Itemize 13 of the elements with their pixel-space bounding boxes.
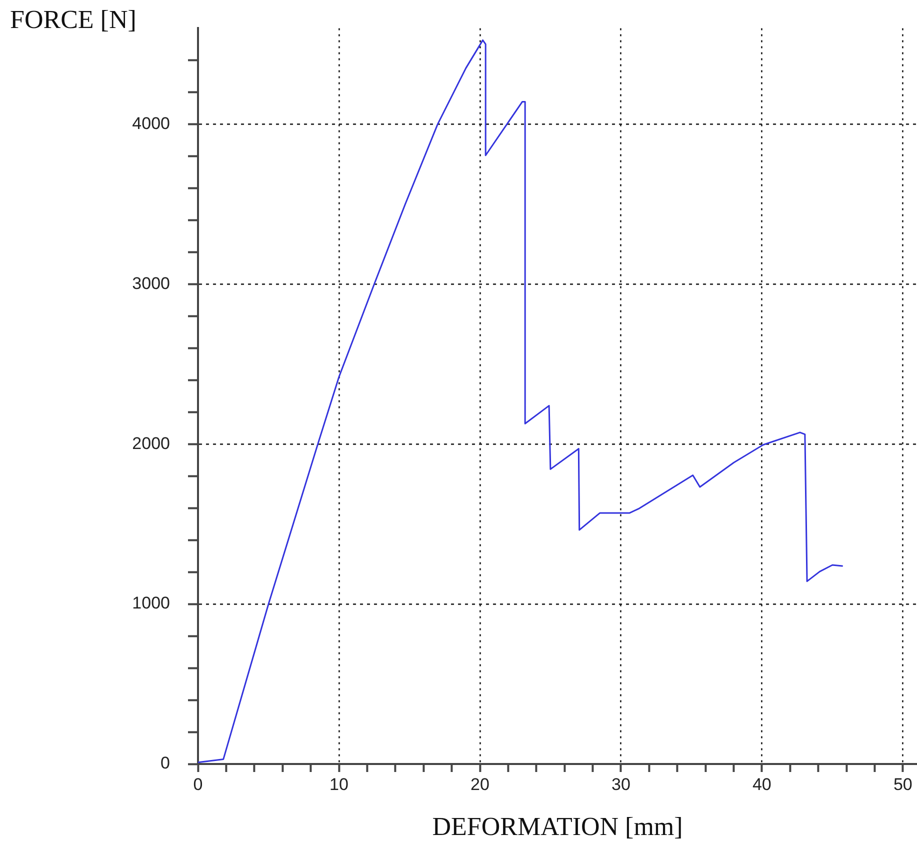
x-tick-label: 40	[752, 774, 772, 794]
x-tick-label: 20	[470, 774, 490, 794]
y-tick-label: 2000	[132, 434, 170, 453]
y-tick-label: 4000	[132, 114, 170, 133]
x-tick-label: 0	[193, 774, 203, 794]
x-tick-label: 30	[611, 774, 630, 794]
y-tick-label: 1000	[132, 594, 170, 613]
x-axis-title: DEFORMATION [mm]	[432, 812, 683, 842]
x-tick-label: 50	[893, 774, 912, 794]
y-axis-title: FORCE [N]	[10, 4, 136, 34]
x-tick-label: 10	[330, 774, 348, 794]
y-tick-label: 0	[160, 754, 170, 773]
y-tick-label: 3000	[132, 274, 170, 293]
